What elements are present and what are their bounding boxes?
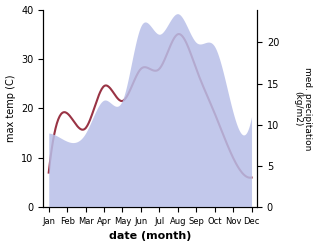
Y-axis label: med. precipitation
(kg/m2): med. precipitation (kg/m2) — [293, 67, 313, 150]
X-axis label: date (month): date (month) — [109, 231, 191, 242]
Y-axis label: max temp (C): max temp (C) — [5, 75, 16, 142]
